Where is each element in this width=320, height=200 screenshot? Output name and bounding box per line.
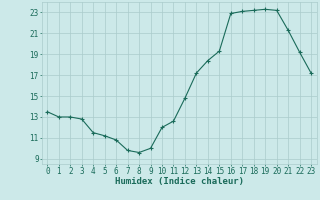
X-axis label: Humidex (Indice chaleur): Humidex (Indice chaleur) [115,177,244,186]
